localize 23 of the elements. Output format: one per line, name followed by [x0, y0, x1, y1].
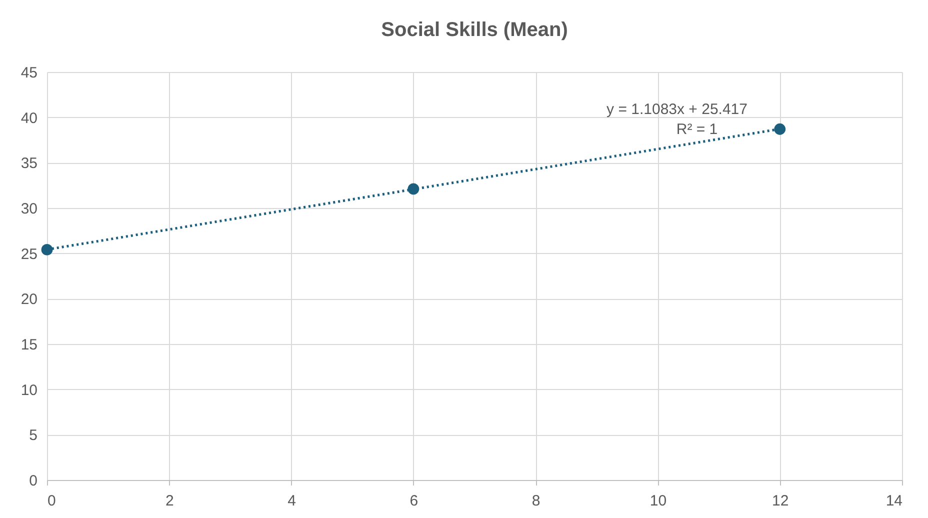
point	[774, 123, 786, 135]
y-tick-label: 5	[29, 427, 38, 444]
x-tick-label: 4	[288, 492, 296, 510]
point	[41, 244, 53, 256]
annotation: y = 1.1083x + 25.417	[606, 101, 748, 118]
chart-title: Social Skills (Mean)	[381, 19, 568, 41]
y-tick-label: 15	[20, 336, 38, 354]
x-tick-label: 10	[650, 492, 667, 510]
y-tick-label: 10	[20, 382, 38, 399]
x-tick-label: 8	[532, 492, 540, 510]
x-tick-label: 2	[165, 492, 174, 510]
y-tick-label: 25	[20, 246, 38, 263]
y-tick-label: 35	[20, 155, 38, 172]
y-tick-label: 20	[20, 291, 38, 308]
y-tick-label: 40	[20, 110, 38, 127]
y-tick-label: 0	[29, 472, 38, 490]
x-tick-label: 14	[886, 492, 902, 510]
annotation: R² = 1	[676, 121, 718, 138]
y-tick-label: 30	[20, 200, 38, 218]
x-tick-label: 6	[410, 492, 418, 510]
y-tick-label: 45	[20, 64, 38, 82]
x-tick-label: 0	[48, 492, 56, 510]
x-tick-label: 12	[772, 492, 789, 510]
